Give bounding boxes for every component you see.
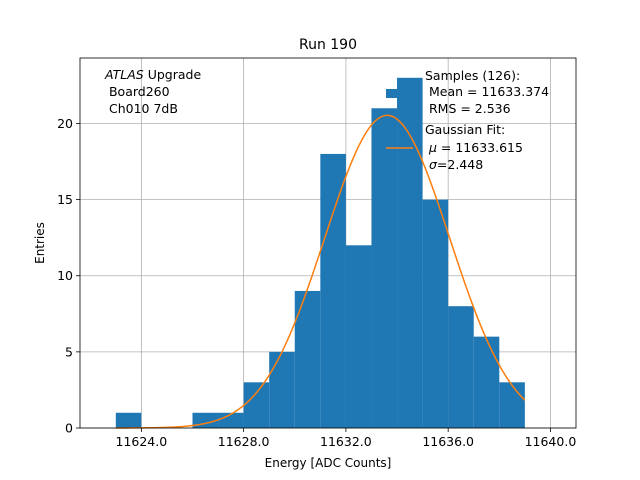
y-axis-label: Entries xyxy=(33,222,47,264)
histogram-bar xyxy=(397,77,423,428)
legend-hist-rms: RMS = 2.536 xyxy=(425,101,511,116)
legend: Samples (126): Mean = 11633.374 RMS = 2.… xyxy=(386,68,549,172)
atlas-annotation: ATLAS Upgrade Board260 Ch010 7dB xyxy=(104,67,201,116)
annotation-board: Board260 xyxy=(105,84,170,99)
legend-mu-symbol: μ xyxy=(425,140,437,155)
x-tick-label: 11632.0 xyxy=(320,434,372,449)
x-tick-label: 11624.0 xyxy=(116,434,168,449)
y-tick-label: 20 xyxy=(57,116,73,131)
annotation-upgrade: Upgrade xyxy=(144,67,202,82)
y-tick-label: 10 xyxy=(57,268,73,283)
y-ticks: 0 5 10 15 20 xyxy=(57,116,80,436)
histogram-bar xyxy=(448,306,474,428)
y-tick-label: 0 xyxy=(65,421,73,436)
legend-fit-title: Gaussian Fit: xyxy=(425,122,505,137)
legend-fit-mu-value: = 11633.615 xyxy=(437,140,523,155)
x-tick-label: 11636.0 xyxy=(422,434,474,449)
histogram-bar xyxy=(218,412,244,428)
x-tick-label: 11628.0 xyxy=(218,434,270,449)
gaussian-fit-curve xyxy=(115,114,526,429)
y-tick-label: 15 xyxy=(57,192,73,207)
axes-frame xyxy=(79,57,577,429)
annotation-atlas: ATLAS xyxy=(104,67,144,82)
annotation-channel: Ch010 7dB xyxy=(105,101,178,116)
legend-hist-title: Samples (126): xyxy=(425,68,520,83)
histogram-bar xyxy=(320,153,346,429)
histogram-bar xyxy=(473,336,500,428)
histogram-bar xyxy=(269,351,295,428)
x-tick-label: 11640.0 xyxy=(525,434,577,449)
fit-curve-group xyxy=(115,114,526,429)
chart-title: Run 190 xyxy=(299,37,357,53)
histogram-bar xyxy=(115,412,142,428)
x-ticks: 11624.0 11628.0 11632.0 11636.0 11640.0 xyxy=(116,428,577,449)
annotation-line-1: ATLAS Upgrade xyxy=(104,67,201,82)
y-tick-label: 5 xyxy=(65,344,73,359)
legend-fit-sigma: σ=2.448 xyxy=(425,157,483,172)
legend-sigma-symbol: σ xyxy=(425,157,438,172)
legend-fit-mu: μ = 11633.615 xyxy=(425,140,523,155)
histogram-bar xyxy=(345,245,372,428)
x-axis-label: Energy [ADC Counts] xyxy=(265,456,392,470)
histogram-bars xyxy=(115,77,525,429)
histogram-bar xyxy=(371,108,398,428)
histogram-bar xyxy=(499,382,525,428)
legend-hist-swatch xyxy=(386,89,413,98)
histogram-bar xyxy=(243,382,270,428)
histogram-bar xyxy=(422,199,449,428)
legend-hist-mean: Mean = 11633.374 xyxy=(425,84,549,99)
legend-fit-sigma-value: =2.448 xyxy=(437,157,483,172)
